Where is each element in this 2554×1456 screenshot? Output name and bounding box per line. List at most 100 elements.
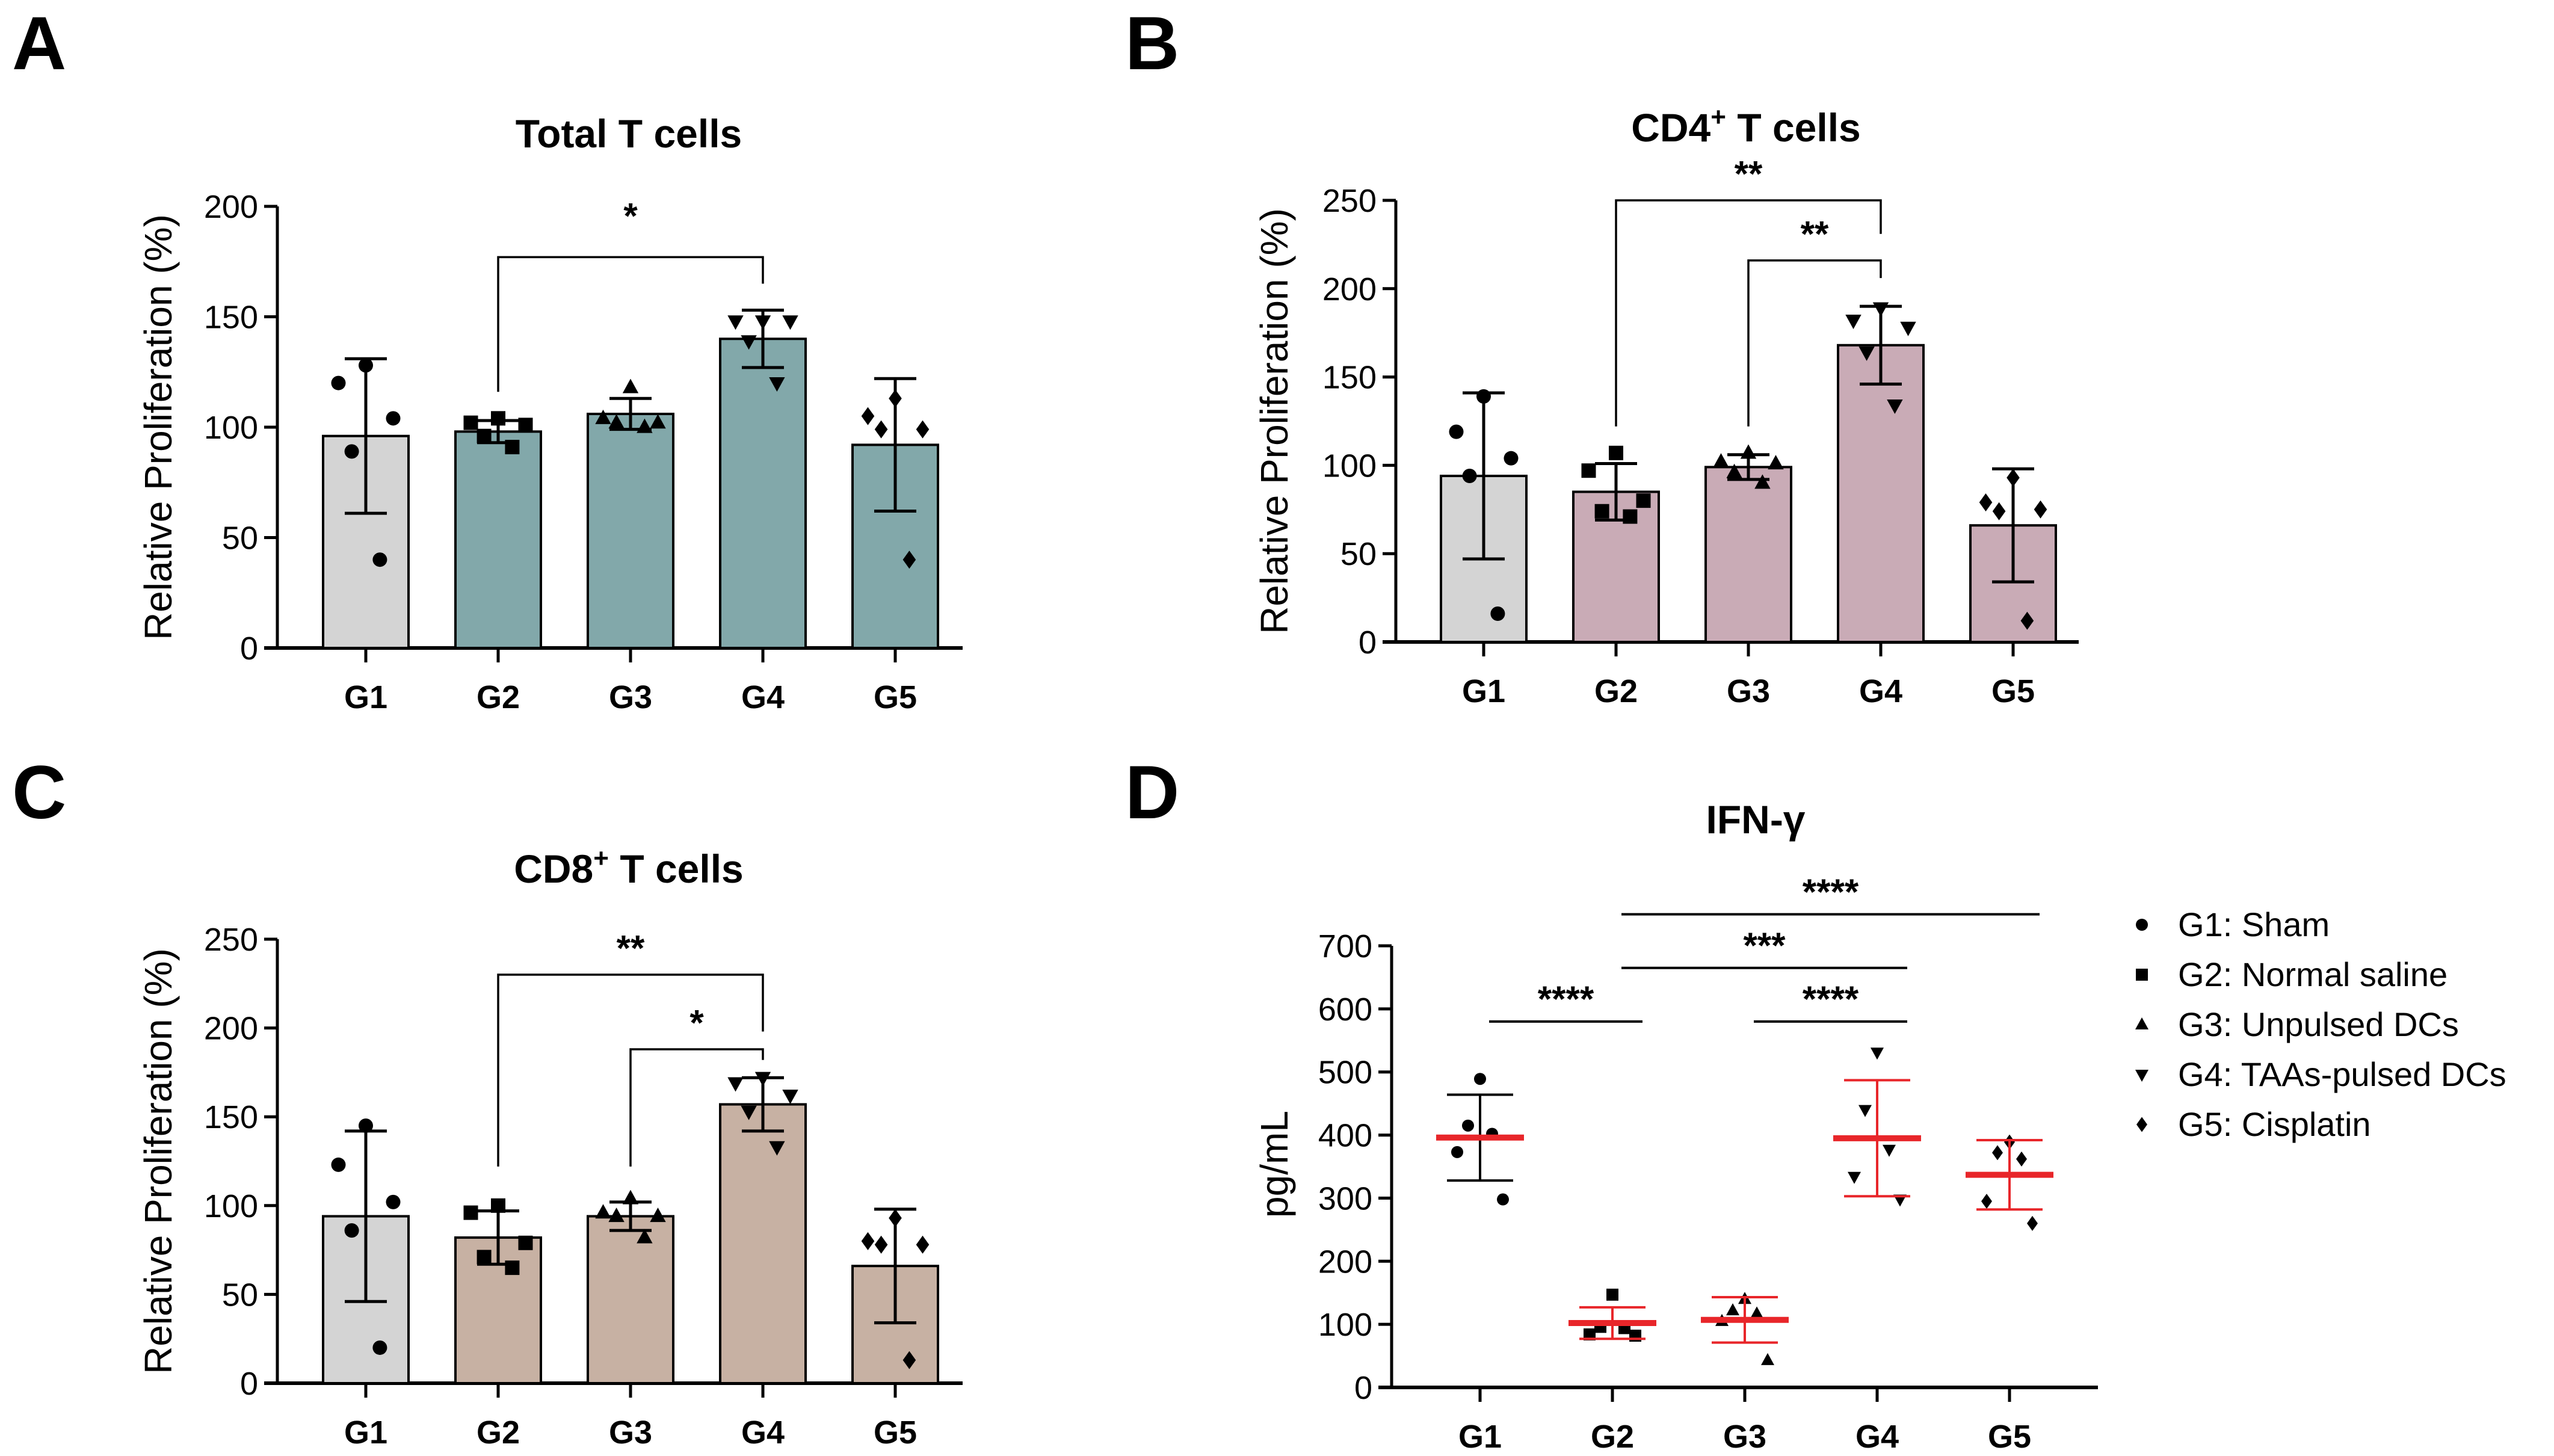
x-tick-label: G2 [477,679,520,715]
x-tick-label: G2 [1591,1419,1634,1455]
legend-marker-triangle-down [2135,1070,2148,1082]
data-point-g1 [344,1223,359,1238]
y-tick-label: 400 [1318,1118,1372,1154]
data-point-g4 [741,335,757,350]
significance-label: *** [1743,925,1786,966]
panel-letter: D [1125,751,1179,834]
data-point-g5 [916,1235,930,1254]
y-tick-label: 0 [240,631,258,667]
y-tick-label: 50 [222,520,258,557]
data-point-g4 [769,1141,785,1156]
data-point-g5 [861,407,875,425]
data-point-g5 [2027,1215,2038,1231]
data-point-g5 [874,420,888,439]
y-axis-label: Relative Proliferation (%) [137,948,180,1374]
data-point-g2 [518,418,533,433]
chart-title: CD8+ T cells [514,844,744,891]
data-point-g1 [359,1118,373,1133]
y-tick-label: 0 [1354,1370,1372,1406]
data-point-g3 [1754,474,1771,489]
y-tick-label: 100 [204,410,258,446]
data-point-g5 [2016,1151,2027,1167]
title-text-rest: T cells [1726,105,1861,150]
x-tick-label: G1 [344,679,387,715]
bar-g4 [719,338,807,649]
legend: G1: Sham G2: Normal saline G3: Unpulsed DC… [2135,905,2506,1143]
y-tick-label: 0 [1359,625,1377,661]
data-point-g3 [595,1204,611,1219]
significance-label: **** [1803,979,1859,1019]
data-point-g4 [1883,1144,1896,1157]
legend-label: G4: TAAs-pulsed DCs [2178,1055,2506,1093]
x-tick-label: G3 [1723,1419,1766,1455]
data-point-g4 [782,315,798,330]
data-point-g3 [637,1229,653,1244]
data-point-g3 [622,378,639,393]
bar-g4 [1837,344,1925,643]
y-tick-label: 0 [240,1366,258,1402]
x-tick-label: G4 [1855,1419,1899,1455]
y-tick-label: 200 [1322,271,1377,307]
significance-label: ** [1801,214,1829,254]
y-tick-label: 50 [222,1277,258,1313]
significance-label: ** [1735,154,1763,194]
legend-label: G1: Sham [2178,905,2330,943]
data-point-g4 [782,1090,798,1105]
data-point-g5 [861,1232,875,1250]
data-point-g3 [608,1208,625,1223]
bar-g3 [587,1215,674,1384]
data-point-g1 [386,411,401,426]
y-tick-label: 200 [204,1011,258,1047]
data-point-g1 [1490,606,1505,622]
significance-label: **** [1538,979,1594,1019]
data-point-g1 [1462,469,1477,484]
title-text: IFN-γ [1706,797,1806,842]
data-point-g1 [1474,1073,1486,1085]
data-point-g1 [1449,424,1464,439]
data-point-g2 [1609,445,1623,460]
data-point-g1 [372,552,387,567]
data-point-g2 [518,1235,533,1250]
data-point-g5 [916,420,930,439]
x-tick-label: G5 [1988,1419,2031,1455]
x-tick-label: G3 [609,679,652,715]
data-point-g1 [386,1194,401,1209]
data-point-g4 [1887,399,1903,414]
panel-letter: A [12,2,66,85]
title-text: CD8 [514,847,593,891]
data-point-g1 [331,375,346,390]
data-point-g4 [1893,1194,1907,1207]
y-tick-label: 250 [204,922,258,958]
bar-g3 [1704,466,1792,643]
title-superscript: + [593,844,609,873]
bar-g2 [454,430,542,650]
y-tick-label: 700 [1318,928,1372,964]
data-point-g4 [1858,1105,1872,1117]
bar-g4 [719,1103,807,1384]
chart-title: Total T cells [516,111,742,156]
x-tick-label: G5 [874,679,917,715]
legend-marker-square [2136,969,2148,981]
panel-c: C CD8+ T cells Relative Proliferation (%) 0… [12,751,963,1451]
x-tick-label: G4 [741,679,785,715]
data-point-g4 [1900,321,1916,336]
data-point-g4 [1845,315,1862,330]
data-point-g5 [1992,1145,2003,1161]
data-point-g2 [1584,1328,1596,1340]
data-point-g2 [477,1250,492,1265]
data-point-g5 [1992,502,2006,520]
significance-bracket [629,1048,764,1167]
data-point-g1 [1504,451,1519,466]
legend-label: G2: Normal saline [2178,955,2448,993]
panel-a: A Total T cells Relative Proliferation (%)… [12,2,963,715]
y-tick-label: 300 [1318,1180,1372,1217]
data-point-g2 [463,415,478,430]
legend-marker-diamond [2136,1117,2147,1132]
title-text-rest: T cells [609,847,744,891]
significance-label: * [623,196,638,236]
panel-d: D IFN-γ pg/mL 0 100 200 300 400 500 600 700 G1 G2 G3 G… [1125,751,2506,1455]
bar-g3 [587,412,674,649]
chart-title: IFN-γ [1706,797,1806,842]
data-point-g4 [769,377,785,392]
